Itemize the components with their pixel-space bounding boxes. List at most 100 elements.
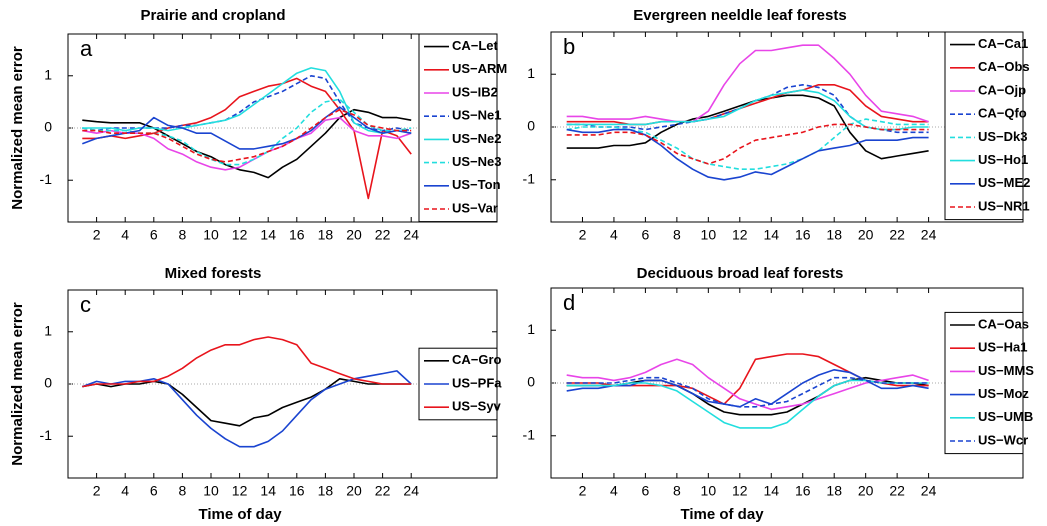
legend-label: US−Wcr [978,432,1028,447]
x-tick-label: 22 [375,227,391,243]
x-tick-label: 20 [346,483,362,499]
series-line [82,98,412,166]
x-tick-label: 14 [260,227,276,243]
y-tick-label: 0 [527,118,535,134]
x-tick-label: 6 [642,483,650,499]
series-line [82,336,412,388]
legend-box [944,311,1024,455]
x-tick-label: 14 [260,483,276,499]
series-line [566,376,929,408]
series-line [566,123,929,165]
legend-label: US−Ne2 [452,131,502,146]
series-line [82,77,412,200]
panel-title: Deciduous broad leaf forests [637,265,844,282]
x-tick-label: 10 [701,227,717,243]
y-tick-label: 0 [44,119,52,135]
legend-label: CA−Let [452,38,499,53]
x-tick-label: 20 [346,227,362,243]
x-tick-label: 10 [203,227,219,243]
x-tick-label: 2 [93,227,101,243]
series-line [82,75,412,132]
panel-label: b [563,34,575,59]
x-tick-label: 6 [150,227,158,243]
legend: CA−Oas US−Ha1 US−MMS US−Moz US−UMB US−Wcr [944,311,1034,455]
x-tick-label: 16 [795,227,811,243]
x-tick-label: 22 [889,227,905,243]
legend: CA−Let US−ARM US−IB2 US−Ne1 US−Ne2 US−Ne3 US−T… [418,33,507,223]
panel-label: c [80,292,91,317]
x-tick-label: 10 [203,483,219,499]
y-tick-label: 1 [44,322,52,338]
series-line [82,116,412,171]
y-tick-label: 0 [527,374,535,390]
y-axis-label: Normalized mean error [9,46,26,210]
series-line [566,128,929,181]
x-tick-label: 22 [889,483,905,499]
x-tick-label: 12 [232,483,248,499]
legend-box [418,33,498,223]
legend-label: US−Ha1 [978,340,1028,355]
y-tick-label: 1 [44,66,52,82]
legend-label: US−IB2 [452,84,498,99]
y-tick-label: -1 [523,170,536,186]
legend-label: US−Ne1 [452,108,502,123]
x-tick-label: 12 [732,483,748,499]
y-tick-label: -1 [523,426,536,442]
x-tick-label: 8 [179,227,187,243]
x-tick-label: 24 [921,483,937,499]
legend-label: US−Ho1 [978,152,1028,167]
x-axis-label: Time of day [680,506,764,523]
x-tick-label: 20 [858,483,874,499]
x-tick-label: 2 [579,483,587,499]
legend-label: CA−Ca1 [978,36,1028,51]
y-axis-label: Normalized mean error [9,302,26,466]
x-tick-label: 10 [701,483,717,499]
series-line [82,108,412,163]
x-tick-label: 18 [826,483,842,499]
x-tick-label: 2 [93,483,101,499]
x-tick-label: 24 [921,227,937,243]
legend: CA−Ca1 CA−Obs CA−Ojp CA−Qfo US−Dk3 US−Ho1 US−M… [944,31,1030,221]
legend-label: US−Ne3 [452,154,502,169]
x-tick-label: 6 [642,227,650,243]
legend-label: US−Var [452,200,498,215]
legend-label: US−MMS [978,363,1034,378]
panel-label: d [563,290,575,315]
legend-box [944,31,1024,221]
x-tick-label: 12 [732,227,748,243]
x-axis-label: Time of day [198,506,282,523]
x-tick-label: 4 [121,483,129,499]
y-tick-label: 0 [44,375,52,391]
y-tick-label: -1 [40,427,53,443]
legend-label: CA−Obs [978,59,1030,74]
x-tick-label: 14 [763,227,779,243]
y-tick-label: 1 [527,65,535,81]
x-tick-label: 24 [403,483,419,499]
panel-label: a [80,36,93,61]
x-tick-label: 18 [318,483,334,499]
series-line [82,106,412,150]
legend-label: US−ARM [452,61,507,76]
series-line [566,94,929,160]
legend-label: US−UMB [978,409,1033,424]
y-tick-label: 1 [527,321,535,337]
x-tick-label: 2 [579,227,587,243]
x-tick-label: 14 [763,483,779,499]
x-tick-label: 18 [826,227,842,243]
legend-label: CA−Qfo [978,106,1027,121]
legend-label: CA−Oas [978,316,1029,331]
x-tick-label: 4 [610,483,618,499]
x-tick-label: 16 [289,483,305,499]
y-tick-label: -1 [40,171,53,187]
legend-label: US−PFa [452,375,502,390]
series-line [566,369,929,408]
x-tick-label: 22 [375,483,391,499]
legend-label: US−Ton [452,177,501,192]
legend-label: US−ME2 [978,175,1030,190]
x-tick-label: 4 [121,227,129,243]
